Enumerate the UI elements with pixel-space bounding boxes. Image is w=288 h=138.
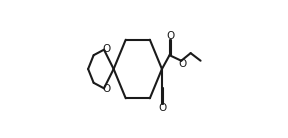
Text: O: O bbox=[102, 84, 111, 94]
Text: O: O bbox=[166, 31, 175, 41]
Text: O: O bbox=[178, 59, 187, 69]
Text: O: O bbox=[102, 44, 111, 54]
Text: O: O bbox=[159, 103, 167, 113]
